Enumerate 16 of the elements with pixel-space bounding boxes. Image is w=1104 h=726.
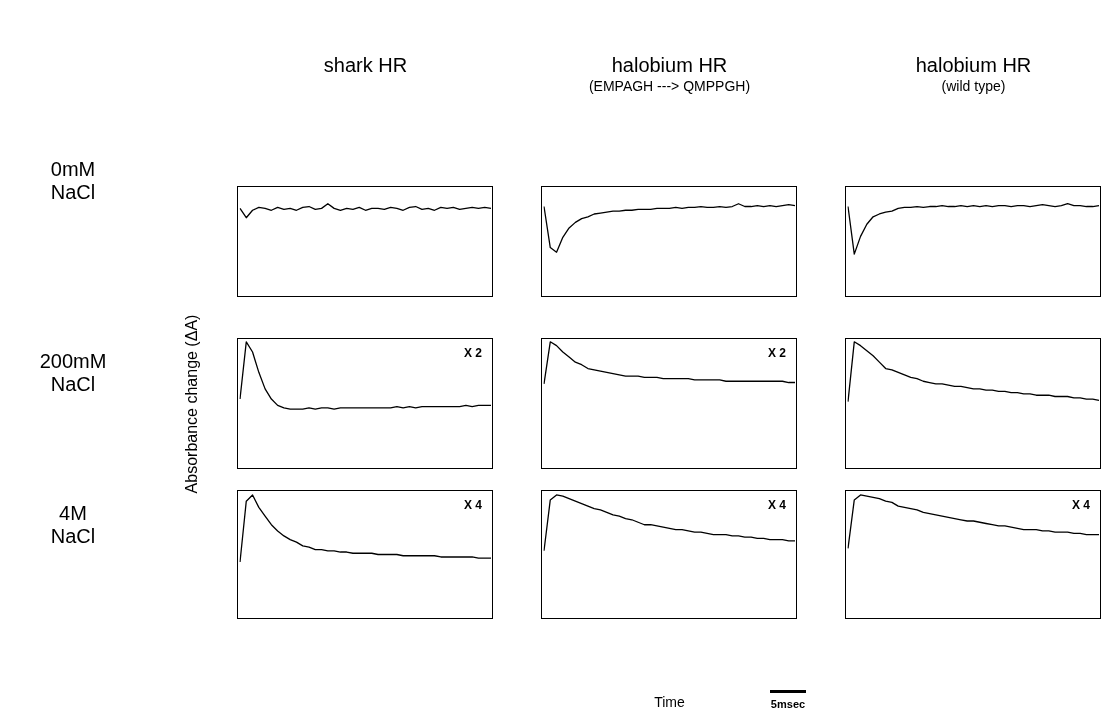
text: 0mM NaCl [49, 158, 97, 204]
annotation: X 4 [463, 498, 482, 512]
text: 5msec [769, 698, 807, 710]
annotation: X 4 [1071, 498, 1090, 512]
annotation: X 2 [463, 346, 482, 360]
chart-title: halobium HR [914, 54, 1033, 77]
text: 4M NaCl [49, 502, 97, 548]
chart-subtitle: (EMPAGH ---> QMPPGH) [587, 78, 752, 94]
annotation: X 2 [767, 346, 786, 360]
y-axis-title: Absorbance change (ΔA) [183, 314, 201, 494]
chart-subtitle: (wild type) [940, 78, 1007, 94]
x-axis-title: Time [653, 694, 686, 710]
text: 200mM NaCl [38, 350, 108, 396]
chart-title: halobium HR [610, 54, 729, 77]
annotation: X 4 [767, 498, 786, 512]
chart-title: shark HR [322, 54, 409, 77]
